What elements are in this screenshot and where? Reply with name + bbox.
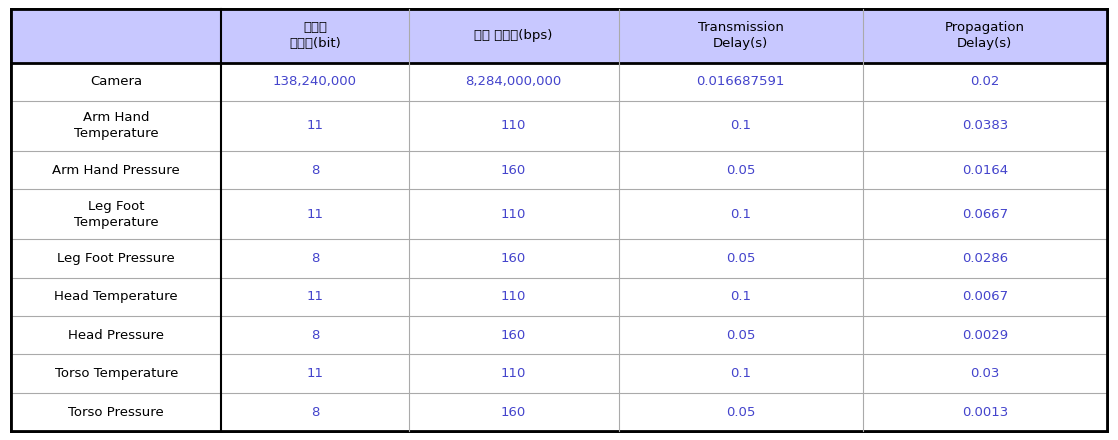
Bar: [863, 62, 1107, 101]
Text: Leg Foot
Temperature: Leg Foot Temperature: [74, 200, 159, 229]
Text: 8: 8: [311, 329, 319, 342]
Bar: [408, 278, 618, 316]
Bar: [618, 9, 863, 62]
Text: Leg Foot Pressure: Leg Foot Pressure: [57, 252, 176, 265]
Bar: [11, 278, 221, 316]
Bar: [618, 354, 863, 393]
Bar: [618, 62, 863, 101]
Bar: [863, 316, 1107, 354]
Text: 11: 11: [306, 208, 323, 221]
Bar: [221, 151, 408, 189]
Text: 비트 레이트(bps): 비트 레이트(bps): [474, 29, 552, 42]
Text: 11: 11: [306, 367, 323, 380]
Text: 0.016687591: 0.016687591: [697, 75, 785, 88]
Bar: [408, 239, 618, 278]
Text: 110: 110: [501, 367, 527, 380]
Bar: [11, 239, 221, 278]
Bar: [618, 151, 863, 189]
Text: Torso Temperature: Torso Temperature: [55, 367, 178, 380]
Bar: [221, 101, 408, 151]
Bar: [618, 101, 863, 151]
Text: 0.1: 0.1: [730, 290, 751, 303]
Text: 160: 160: [501, 406, 527, 418]
Text: 8: 8: [311, 406, 319, 418]
Bar: [408, 354, 618, 393]
Bar: [863, 393, 1107, 431]
Text: 110: 110: [501, 119, 527, 132]
Text: 160: 160: [501, 164, 527, 176]
Bar: [618, 393, 863, 431]
Text: 110: 110: [501, 208, 527, 221]
Bar: [863, 354, 1107, 393]
Bar: [221, 62, 408, 101]
Text: 0.05: 0.05: [726, 329, 756, 342]
Bar: [408, 189, 618, 239]
Bar: [221, 354, 408, 393]
Bar: [11, 101, 221, 151]
Text: 110: 110: [501, 290, 527, 303]
Bar: [408, 316, 618, 354]
Bar: [408, 101, 618, 151]
Bar: [618, 278, 863, 316]
Text: 0.03: 0.03: [970, 367, 999, 380]
Bar: [11, 189, 221, 239]
Text: Torso Pressure: Torso Pressure: [68, 406, 164, 418]
Bar: [11, 151, 221, 189]
Text: 0.0013: 0.0013: [961, 406, 1008, 418]
Text: 8,284,000,000: 8,284,000,000: [465, 75, 561, 88]
Bar: [11, 354, 221, 393]
Text: 138,240,000: 138,240,000: [273, 75, 357, 88]
Text: 0.05: 0.05: [726, 252, 756, 265]
Text: 0.02: 0.02: [970, 75, 999, 88]
Bar: [863, 151, 1107, 189]
Bar: [618, 316, 863, 354]
Text: 11: 11: [306, 119, 323, 132]
Bar: [221, 393, 408, 431]
Text: Propagation
Delay(s): Propagation Delay(s): [945, 21, 1025, 50]
Text: 0.0286: 0.0286: [961, 252, 1007, 265]
Text: 8: 8: [311, 252, 319, 265]
Text: Arm Hand
Temperature: Arm Hand Temperature: [74, 111, 159, 140]
Text: Transmission
Delay(s): Transmission Delay(s): [698, 21, 784, 50]
Bar: [11, 393, 221, 431]
Text: 160: 160: [501, 252, 527, 265]
Bar: [863, 9, 1107, 62]
Bar: [221, 239, 408, 278]
Bar: [863, 239, 1107, 278]
Text: 11: 11: [306, 290, 323, 303]
Text: 데이터
사이즈(bit): 데이터 사이즈(bit): [290, 21, 341, 50]
Bar: [11, 9, 221, 62]
Bar: [11, 62, 221, 101]
Bar: [408, 151, 618, 189]
Text: 0.0029: 0.0029: [961, 329, 1007, 342]
Bar: [863, 189, 1107, 239]
Bar: [221, 189, 408, 239]
Text: 8: 8: [311, 164, 319, 176]
Text: 160: 160: [501, 329, 527, 342]
Text: Head Pressure: Head Pressure: [68, 329, 164, 342]
Text: 0.0383: 0.0383: [961, 119, 1008, 132]
Text: 0.05: 0.05: [726, 164, 756, 176]
Bar: [863, 101, 1107, 151]
Text: 0.0667: 0.0667: [961, 208, 1007, 221]
Text: 0.0164: 0.0164: [961, 164, 1007, 176]
Text: 0.1: 0.1: [730, 119, 751, 132]
Bar: [221, 316, 408, 354]
Bar: [221, 278, 408, 316]
Bar: [408, 62, 618, 101]
Bar: [408, 393, 618, 431]
Text: 0.1: 0.1: [730, 367, 751, 380]
Text: 0.0067: 0.0067: [961, 290, 1007, 303]
Bar: [618, 189, 863, 239]
Text: Camera: Camera: [91, 75, 142, 88]
Text: 0.1: 0.1: [730, 208, 751, 221]
Bar: [11, 316, 221, 354]
Bar: [221, 9, 408, 62]
Bar: [863, 278, 1107, 316]
Text: Arm Hand Pressure: Arm Hand Pressure: [53, 164, 180, 176]
Bar: [408, 9, 618, 62]
Text: 0.05: 0.05: [726, 406, 756, 418]
Text: Head Temperature: Head Temperature: [55, 290, 178, 303]
Bar: [618, 239, 863, 278]
